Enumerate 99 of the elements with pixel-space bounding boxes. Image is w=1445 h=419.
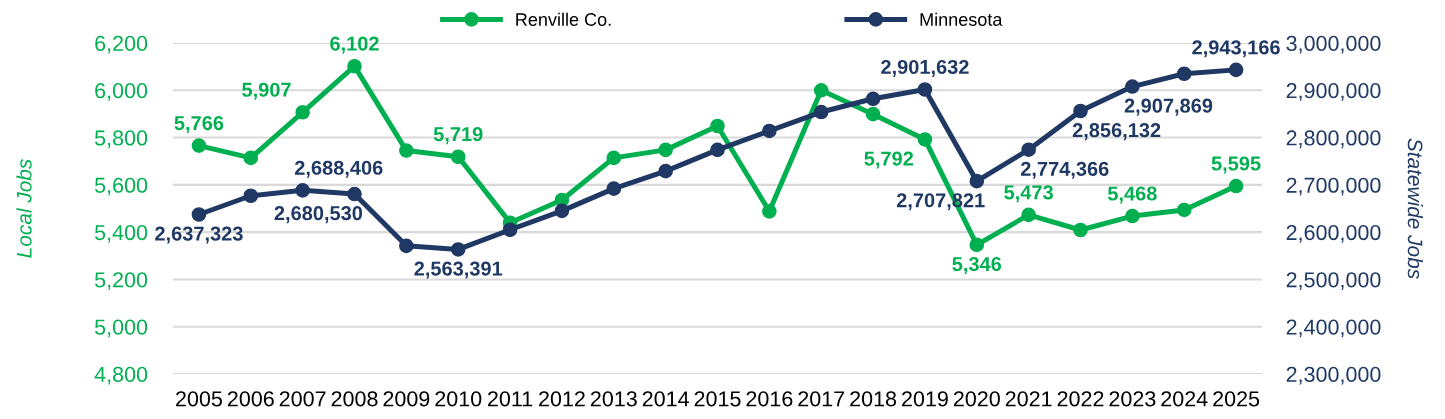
point (969, 173, 985, 189)
y-axis-title: Local Jobs (16, 159, 32, 258)
point (502, 222, 518, 238)
data-label: 5,907 (242, 82, 291, 100)
y2-tick-label: 3,000,000 (1286, 35, 1381, 54)
y-tick-label: 5,200 (94, 272, 148, 290)
x-tick-label: 2009 (383, 391, 430, 407)
point (917, 132, 933, 147)
point (762, 204, 777, 219)
x-tick-label: 2021 (1005, 391, 1052, 407)
point (1021, 142, 1036, 157)
x-tick-label: 2024 (1161, 391, 1208, 407)
point (295, 183, 310, 198)
x-tick-label: 2022 (1057, 391, 1104, 407)
point (347, 186, 362, 202)
data-label: 2,680,530 (274, 206, 363, 224)
x-tick-label: 2012 (539, 391, 585, 407)
point (710, 142, 725, 158)
y2-tick-label: 2,300,000 (1286, 366, 1381, 385)
point (969, 237, 985, 253)
point (1228, 178, 1244, 194)
data-label: 5,595 (1211, 156, 1261, 174)
point (606, 181, 622, 196)
x-tick-label: 2014 (642, 391, 689, 407)
data-label: 5,792 (864, 151, 914, 169)
x-tick-label: 2025 (1213, 391, 1260, 407)
data-label: 2,774,366 (1020, 161, 1109, 179)
point (813, 82, 829, 98)
y-tick-label: 5,000 (94, 319, 148, 338)
y2-tick-label: 2,900,000 (1286, 83, 1381, 101)
x-tick-label: 2013 (590, 391, 637, 407)
point (1125, 208, 1140, 224)
y2-tick-label: 2,800,000 (1286, 130, 1381, 149)
data-label: 5,468 (1107, 186, 1157, 204)
y-tick-label: 5,600 (94, 177, 148, 196)
data-label: 5,719 (433, 127, 483, 145)
point (243, 188, 259, 204)
data-label: 5,346 (952, 256, 1002, 275)
y2-tick-label: 2,400,000 (1286, 319, 1381, 338)
data-label: 2,563,391 (414, 261, 503, 279)
point (347, 58, 362, 74)
data-label: 2,901,632 (881, 59, 969, 77)
data-label: 2,856,132 (1072, 123, 1161, 141)
legend-label: Minnesota (920, 12, 1003, 26)
point (1228, 62, 1244, 78)
y2-tick-label: 2,600,000 (1286, 224, 1381, 243)
point (606, 150, 622, 166)
x-tick-label: 2011 (488, 391, 533, 407)
point (1176, 66, 1192, 82)
point (865, 106, 881, 122)
x-tick-label: 2015 (694, 391, 741, 407)
data-label: 5,766 (174, 115, 224, 134)
data-label: 2,907,869 (1124, 98, 1213, 116)
x-tick-label: 2005 (176, 391, 222, 407)
x-tick-label: 2019 (902, 391, 948, 407)
point (399, 143, 414, 158)
y-tick-label: 5,400 (94, 224, 148, 243)
point (1073, 103, 1088, 119)
point (917, 82, 933, 97)
point (1073, 222, 1088, 238)
x-tick-label: 2020 (953, 391, 1000, 407)
y2-axis-title: Statewide Jobs (1407, 138, 1424, 279)
point (1176, 202, 1192, 218)
point (243, 150, 259, 166)
y-tick-label: 6,200 (95, 35, 148, 54)
point (450, 149, 466, 165)
point (710, 118, 725, 134)
point (658, 142, 673, 158)
x-tick-label: 2017 (798, 391, 845, 407)
point (191, 138, 207, 153)
point (762, 123, 777, 139)
legend-label: Renville Co. (516, 12, 611, 26)
x-tick-label: 2007 (279, 391, 326, 407)
point (865, 91, 881, 107)
data-label: 2,637,323 (155, 226, 243, 244)
y2-tick-label: 2,700,000 (1286, 177, 1381, 196)
x-tick-label: 2023 (1109, 391, 1156, 407)
data-label: 5,473 (1004, 185, 1053, 203)
data-label: 2,688,406 (294, 160, 383, 178)
point (1125, 79, 1140, 94)
y2-tick-label: 2,500,000 (1286, 272, 1381, 290)
x-tick-label: 2006 (227, 391, 274, 407)
point (1021, 207, 1036, 223)
y-tick-label: 5,800 (94, 130, 148, 149)
x-tick-label: 2016 (746, 391, 793, 407)
point (554, 203, 570, 219)
point (399, 238, 414, 254)
y-tick-label: 6,000 (95, 83, 148, 101)
data-label: 2,943,166 (1192, 40, 1280, 58)
point (813, 104, 829, 120)
point (658, 163, 673, 179)
x-tick-label: 2008 (331, 391, 378, 407)
data-label: 6,102 (330, 36, 379, 54)
x-tick-label: 2010 (435, 391, 482, 407)
point (450, 242, 466, 257)
y-tick-label: 4,800 (94, 366, 148, 385)
point (191, 207, 207, 222)
x-tick-label: 2018 (850, 391, 897, 407)
point (295, 104, 310, 120)
